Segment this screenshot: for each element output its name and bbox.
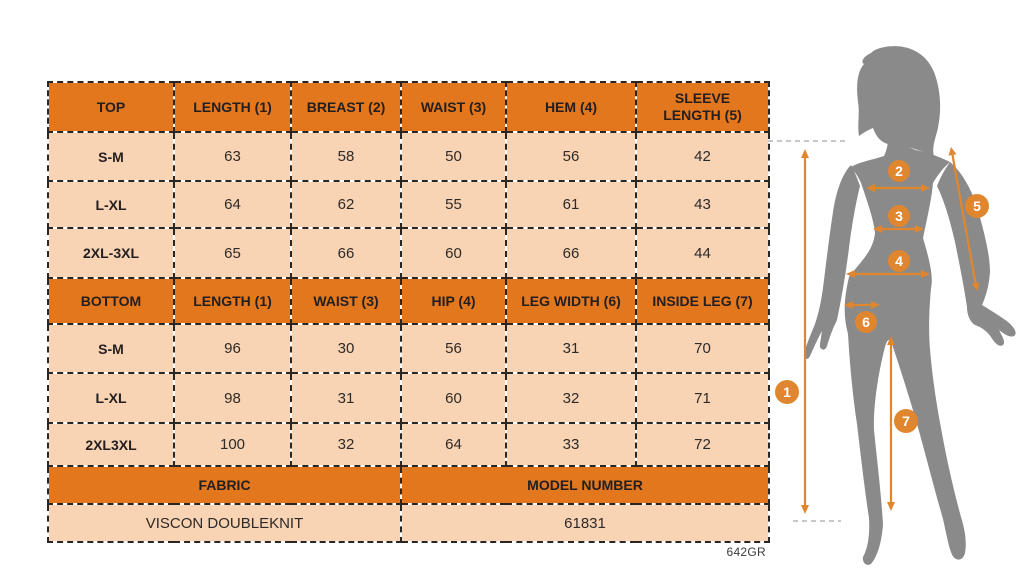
value-cell: 63 [173,131,292,182]
marker-4-badge: 4 [888,250,910,272]
marker-4-label: 4 [895,253,903,269]
bottom-header-row: BOTTOM LENGTH (1) WAIST (3) HIP (4) LEG … [47,277,770,325]
header-cell-model-number: MODEL NUMBER [400,465,770,505]
header-cell-bottom: BOTTOM [47,277,175,325]
value-cell: 98 [173,372,292,424]
value-cell: 96 [173,323,292,374]
arrow-total-length [801,149,809,514]
guide-lines [768,140,846,522]
arrow-sleeve [948,147,980,291]
marker-5-label: 5 [973,198,981,214]
header-cell-length: LENGTH (1) [173,277,292,325]
value-cell: 72 [635,422,770,467]
figure-body [844,142,966,565]
arrow-inside-leg [887,336,895,511]
value-cell: 42 [635,131,770,182]
value-cell: 60 [400,227,507,279]
figure-head [857,46,941,157]
marker-2-badge: 2 [888,160,910,182]
header-cell-fabric: FABRIC [47,465,402,505]
top-header-row: TOP LENGTH (1) BREAST (2) WAIST (3) HEM … [47,81,770,133]
marker-7-label: 7 [902,413,910,429]
table-row-top-sm: S-M 63 58 50 56 42 [47,131,770,182]
value-cell: 32 [505,372,637,424]
marker-7-badge: 7 [894,409,918,433]
table-row-bottom-lxl: L-XL 98 31 60 32 71 [47,372,770,424]
value-cell: 55 [400,180,507,229]
marker-badges: 1 2 3 4 5 6 7 [775,160,989,433]
info-header-row: FABRIC MODEL NUMBER [47,465,770,505]
header-cell-breast: BREAST (2) [290,81,402,133]
value-cell: 58 [290,131,402,182]
value-cell: 32 [290,422,402,467]
value-cell: 71 [635,372,770,424]
header-cell-inside-leg: INSIDE LEG (7) [635,277,770,325]
marker-1-badge: 1 [775,380,799,404]
value-cell: 66 [505,227,637,279]
measurement-figure: 1 2 3 4 5 6 7 [768,46,1016,565]
header-cell-leg-width: LEG WIDTH (6) [505,277,637,325]
marker-5-badge: 5 [965,194,989,218]
header-cell-hip: HIP (4) [400,277,507,325]
value-cell: 31 [290,372,402,424]
figure-silhouette [803,46,1016,565]
header-cell-sleeve-length: SLEEVE LENGTH (5) [635,81,770,133]
measurement-arrows [801,147,980,514]
info-value-row: VISCON DOUBLEKNIT 61831 [47,503,770,543]
marker-6-badge: 6 [855,311,877,333]
size-cell: 2XL-3XL [47,227,175,279]
arrow-leg-width [844,301,880,309]
value-cell: 64 [173,180,292,229]
marker-3-badge: 3 [888,205,910,227]
value-cell: 33 [505,422,637,467]
header-cell-waist: WAIST (3) [400,81,507,133]
style-code: 642GR [726,545,766,559]
size-cell: 2XL3XL [47,422,175,467]
marker-1-label: 1 [783,384,791,400]
value-cell: 100 [173,422,292,467]
table-row-top-lxl: L-XL 64 62 55 61 43 [47,180,770,229]
value-cell: 56 [400,323,507,374]
size-cell: L-XL [47,372,175,424]
header-cell-length: LENGTH (1) [173,81,292,133]
fabric-value-cell: VISCON DOUBLEKNIT [47,503,402,543]
value-cell: 70 [635,323,770,374]
size-cell: S-M [47,323,175,374]
size-cell: L-XL [47,180,175,229]
figure-right-arm [937,162,1016,346]
value-cell: 66 [290,227,402,279]
size-chart-table: TOP LENGTH (1) BREAST (2) WAIST (3) HEM … [47,81,770,543]
table-row-bottom-2xl3xl: 2XL3XL 100 32 64 33 72 [47,422,770,467]
table-row-top-2xl3xl: 2XL-3XL 65 66 60 66 44 [47,227,770,279]
header-cell-waist: WAIST (3) [290,277,402,325]
value-cell: 61 [505,180,637,229]
value-cell: 50 [400,131,507,182]
figure-left-arm [803,165,860,359]
value-cell: 60 [400,372,507,424]
header-cell-hem: HEM (4) [505,81,637,133]
arrow-waist [873,225,924,233]
marker-2-label: 2 [895,163,903,179]
marker-3-label: 3 [895,208,903,224]
model-number-value-cell: 61831 [400,503,770,543]
header-cell-top: TOP [47,81,175,133]
value-cell: 44 [635,227,770,279]
value-cell: 56 [505,131,637,182]
value-cell: 65 [173,227,292,279]
arrow-breast [866,184,930,192]
size-cell: S-M [47,131,175,182]
value-cell: 64 [400,422,507,467]
value-cell: 43 [635,180,770,229]
value-cell: 30 [290,323,402,374]
value-cell: 31 [505,323,637,374]
arrow-hip [846,270,930,278]
value-cell: 62 [290,180,402,229]
table-row-bottom-sm: S-M 96 30 56 31 70 [47,323,770,374]
marker-6-label: 6 [862,314,870,330]
